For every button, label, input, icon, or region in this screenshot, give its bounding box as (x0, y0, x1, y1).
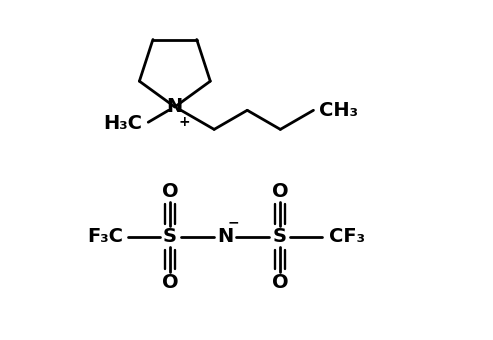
Text: F₃C: F₃C (88, 227, 124, 246)
Text: N: N (217, 227, 233, 246)
Text: O: O (272, 273, 288, 292)
Text: CH₃: CH₃ (319, 101, 358, 120)
Text: O: O (162, 273, 178, 292)
Text: S: S (163, 227, 177, 246)
Text: O: O (272, 182, 288, 201)
Text: O: O (162, 182, 178, 201)
Text: −: − (228, 216, 240, 230)
Text: CF₃: CF₃ (329, 227, 365, 246)
Text: N: N (167, 98, 183, 116)
Text: S: S (273, 227, 287, 246)
Text: +: + (178, 115, 190, 129)
Text: H₃C: H₃C (104, 114, 142, 133)
